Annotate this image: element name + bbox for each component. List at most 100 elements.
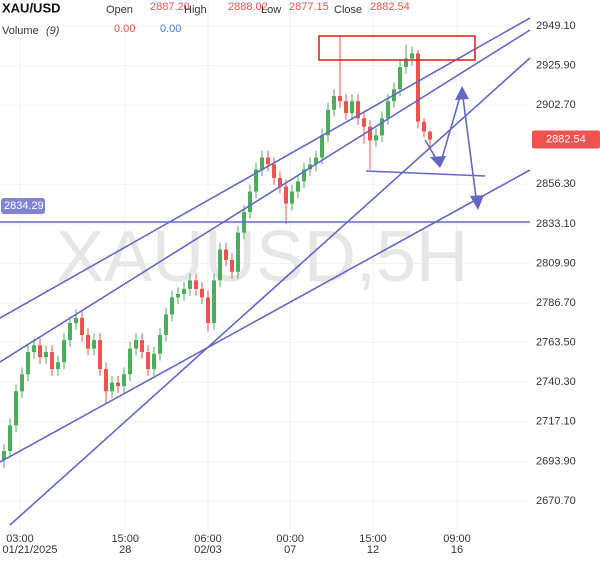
- x-tick-label: 15:00: [359, 533, 387, 545]
- trend-line: [9, 57, 531, 526]
- x-date-label: 07: [284, 544, 296, 556]
- arrow-head: [430, 156, 446, 168]
- candle-body: [427, 131, 432, 140]
- ohlc-value: 2882.54: [370, 1, 410, 13]
- candle-body: [92, 340, 97, 349]
- candle-body: [421, 121, 426, 132]
- candle-body: [343, 101, 348, 114]
- candle-body: [38, 345, 43, 358]
- y-tick-label: 2809.90: [536, 257, 576, 269]
- ohlc-label: Close: [334, 4, 362, 16]
- last-price-label: 2882.54: [546, 133, 586, 145]
- ohlc-label: Low: [261, 4, 281, 16]
- candle-body: [116, 382, 121, 387]
- candle-body: [319, 135, 324, 158]
- candle-body: [409, 53, 414, 59]
- candle-body: [200, 288, 205, 298]
- y-tick-label: 2786.70: [536, 297, 576, 309]
- candle-body: [44, 352, 49, 358]
- ohlc-label: Open: [106, 4, 133, 16]
- candle-body: [164, 314, 169, 335]
- x-tick-label: 06:00: [194, 533, 222, 545]
- y-tick-label: 2833.10: [536, 218, 576, 230]
- candle-body: [32, 345, 37, 353]
- trend-line: [0, 17, 531, 319]
- trend-line: [0, 29, 531, 363]
- symbol: XAU/USD: [2, 0, 61, 15]
- candle-body: [8, 425, 13, 451]
- candle-body: [367, 126, 372, 141]
- arrow-head: [455, 86, 469, 100]
- volume-label: Volume: [2, 25, 39, 37]
- candle-body: [254, 169, 259, 192]
- candle-body: [68, 323, 73, 341]
- candle-body: [152, 353, 157, 370]
- volume-period: (9): [46, 25, 60, 37]
- x-tick-label: 00:00: [276, 533, 304, 545]
- y-tick-label: 2763.50: [536, 337, 576, 349]
- candle-body: [98, 340, 103, 370]
- trend-line: [0, 169, 531, 463]
- candle-body: [325, 109, 330, 136]
- candle-body: [140, 340, 145, 353]
- candle-body: [283, 186, 288, 204]
- y-tick-label: 2856.30: [536, 178, 576, 190]
- volume-value: 0.00: [160, 23, 181, 35]
- candle-body: [74, 317, 79, 324]
- ohlc-label: High: [184, 4, 207, 16]
- candle-body: [373, 135, 378, 141]
- resistance-box: [318, 35, 476, 61]
- candle-body: [361, 118, 366, 127]
- candle-body: [86, 334, 91, 349]
- x-date-label: 28: [119, 544, 131, 556]
- horizontal-line: [365, 170, 486, 177]
- ohlc-value: 2887.20: [150, 1, 190, 13]
- projection-arrow: [424, 89, 478, 206]
- candle-body: [182, 288, 187, 295]
- candle-body: [176, 294, 181, 298]
- candle-body: [212, 280, 217, 324]
- candle-body: [134, 340, 139, 349]
- candle-body: [50, 352, 55, 370]
- candle-body: [379, 118, 384, 136]
- x-date-label: 02/03: [194, 544, 222, 556]
- grid: [0, 0, 530, 530]
- candle-body: [206, 297, 211, 324]
- candle-body: [14, 391, 19, 426]
- candle-body: [224, 249, 229, 260]
- ohlc-value: 2888.02: [228, 1, 268, 13]
- candle-body: [355, 101, 360, 119]
- level-box: [1, 198, 45, 214]
- candle-body: [271, 164, 276, 178]
- x-tick-label: 09:00: [443, 533, 471, 545]
- candle-body: [397, 67, 402, 90]
- x-tick-label: 03:00: [6, 533, 34, 545]
- candle-body: [170, 297, 175, 315]
- candle-body: [230, 259, 235, 272]
- candle-body: [122, 374, 127, 387]
- candle-body: [80, 317, 85, 335]
- arrow-head: [470, 195, 484, 210]
- y-tick-label: 2902.70: [536, 99, 576, 111]
- y-tick-label: 2670.70: [536, 495, 576, 507]
- candle-body: [265, 157, 270, 165]
- candle-body: [385, 101, 390, 119]
- y-tick-label: 2925.90: [536, 59, 576, 71]
- x-tick-label: 15:00: [111, 533, 139, 545]
- candle-body: [194, 280, 199, 289]
- candle-body: [26, 352, 31, 375]
- candle-body: [56, 362, 61, 370]
- candle-body: [128, 348, 133, 375]
- candle-body: [248, 191, 253, 213]
- candle-body: [104, 369, 109, 392]
- candle-body: [188, 280, 193, 289]
- candle-body: [337, 96, 342, 102]
- drawings: [0, 17, 531, 526]
- y-tick-label: 2740.30: [536, 376, 576, 388]
- y-tick-label: 2693.90: [536, 455, 576, 467]
- candle-body: [110, 382, 115, 392]
- candle-body: [218, 249, 223, 281]
- candle-body: [295, 181, 300, 192]
- watermark: XAUUSD,5H: [56, 217, 468, 297]
